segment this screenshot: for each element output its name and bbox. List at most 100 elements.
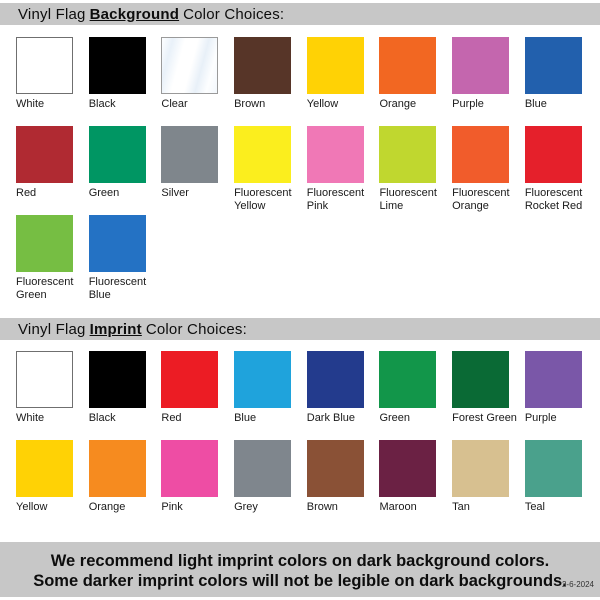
color-swatch [16, 215, 73, 272]
color-swatch-cell: Blue [234, 351, 306, 440]
color-swatch-label: Fluorescent Pink [306, 187, 365, 212]
color-swatch [161, 37, 219, 94]
color-swatch-label: Red [161, 412, 182, 424]
color-swatch [88, 215, 146, 272]
color-swatch [16, 351, 73, 408]
color-swatch-label: Fluorescent Green [16, 276, 74, 301]
color-swatch-label: Fluorescent Yellow [234, 187, 292, 212]
color-swatch [379, 351, 437, 408]
color-swatch [88, 37, 146, 94]
color-swatch-cell: Tan [452, 440, 524, 529]
color-swatch-cell: Fluorescent Orange [452, 126, 524, 215]
color-swatch-cell: Orange [88, 440, 161, 529]
color-swatch-label: Purple [452, 98, 484, 110]
color-swatch-label: Red [16, 187, 37, 199]
color-swatch [161, 440, 219, 497]
color-swatch-label: Pink [161, 501, 183, 513]
color-swatch [306, 37, 364, 94]
color-swatch [452, 37, 510, 94]
color-swatch-label: Dark Blue [306, 412, 356, 424]
background-header-prefix: Vinyl Flag [18, 5, 86, 23]
color-swatch-cell: Brown [306, 440, 379, 529]
color-swatch-cell: Red [161, 351, 233, 440]
color-swatch-label: Orange [379, 98, 417, 110]
recommendation-footer: We recommend light imprint colors on dar… [0, 542, 600, 597]
imprint-section-header: Vinyl Flag Imprint Color Choices: [0, 318, 600, 340]
color-swatch-label: Yellow [16, 501, 48, 513]
color-swatch-label: Blue [524, 98, 547, 110]
color-swatch [306, 126, 364, 183]
color-swatch-cell: Forest Green [452, 351, 524, 440]
color-swatch-label: Fluorescent Lime [379, 187, 437, 212]
color-swatch-cell: Yellow [16, 440, 88, 529]
color-swatch-label: Black [88, 98, 116, 110]
color-swatch [88, 351, 146, 408]
color-swatch-label: Tan [452, 501, 470, 513]
color-swatch-cell: Black [88, 351, 161, 440]
background-header-suffix: Color Choices: [183, 5, 285, 23]
color-swatch-cell: Pink [161, 440, 233, 529]
color-swatch [234, 440, 292, 497]
color-swatch-label: Brown [234, 98, 266, 110]
background-color-grid: White Black Clear Brown Yellow Orange Pu… [16, 37, 592, 304]
color-swatch-cell: Fluorescent Yellow [234, 126, 306, 215]
color-swatch-label: Black [88, 412, 116, 424]
color-swatch-label: Grey [234, 501, 258, 513]
color-swatch-label: Fluorescent Rocket Red [524, 187, 583, 212]
color-swatch-cell: Fluorescent Rocket Red [524, 126, 597, 215]
color-swatch-cell: Grey [234, 440, 306, 529]
color-swatch [306, 440, 364, 497]
color-swatch-cell: Clear [161, 37, 233, 126]
color-swatch-cell: White [16, 37, 88, 126]
color-swatch-label: Maroon [379, 501, 417, 513]
color-swatch-cell: Red [16, 126, 88, 215]
footer-line-2: Some darker imprint colors will not be l… [33, 572, 567, 590]
color-swatch [16, 126, 73, 183]
color-swatch-cell: Orange [379, 37, 451, 126]
color-swatch-cell: Green [379, 351, 451, 440]
color-swatch [524, 37, 582, 94]
color-swatch-label: Fluorescent Blue [88, 276, 147, 301]
color-swatch-label: White [16, 98, 45, 110]
color-swatch-label: Orange [88, 501, 126, 513]
color-swatch-label: Green [379, 412, 411, 424]
revision-date: 2-6-2024 [561, 580, 594, 589]
color-swatch [452, 351, 510, 408]
color-swatch [234, 126, 292, 183]
color-swatch-cell: Fluorescent Green [16, 215, 88, 304]
color-swatch-cell: Purple [452, 37, 524, 126]
color-swatch-cell: Teal [524, 440, 597, 529]
color-swatch-cell: Brown [234, 37, 306, 126]
color-swatch [452, 126, 510, 183]
color-swatch-cell: Purple [524, 351, 597, 440]
color-swatch [88, 126, 146, 183]
color-swatch-label: Forest Green [452, 412, 517, 424]
color-swatch-label: Silver [161, 187, 189, 199]
color-swatch [379, 37, 437, 94]
color-swatch-label: Fluorescent Orange [452, 187, 510, 212]
color-swatch-cell: Green [88, 126, 161, 215]
color-swatch-label: Blue [234, 412, 257, 424]
imprint-header-emphasis: Imprint [89, 320, 142, 338]
color-swatch-cell: Fluorescent Blue [88, 215, 161, 304]
color-swatch-cell: Dark Blue [306, 351, 379, 440]
color-swatch-label: Green [88, 187, 120, 199]
color-swatch-label: Purple [524, 412, 557, 424]
color-swatch [452, 440, 510, 497]
imprint-header-suffix: Color Choices: [145, 320, 247, 338]
color-swatch [379, 440, 437, 497]
color-swatch-label: White [16, 412, 45, 424]
color-swatch-cell: Blue [524, 37, 597, 126]
color-swatch [524, 351, 582, 408]
color-swatch-cell: Yellow [306, 37, 379, 126]
imprint-color-grid: White Black Red Blue Dark Blue Green For… [16, 351, 592, 529]
imprint-header-prefix: Vinyl Flag [18, 320, 86, 338]
background-section-header: Vinyl Flag Background Color Choices: [0, 3, 600, 25]
color-swatch-cell: Fluorescent Pink [306, 126, 379, 215]
color-swatch [16, 440, 73, 497]
color-swatch [234, 351, 292, 408]
color-swatch [524, 440, 582, 497]
color-swatch [306, 351, 364, 408]
color-swatch [161, 351, 219, 408]
